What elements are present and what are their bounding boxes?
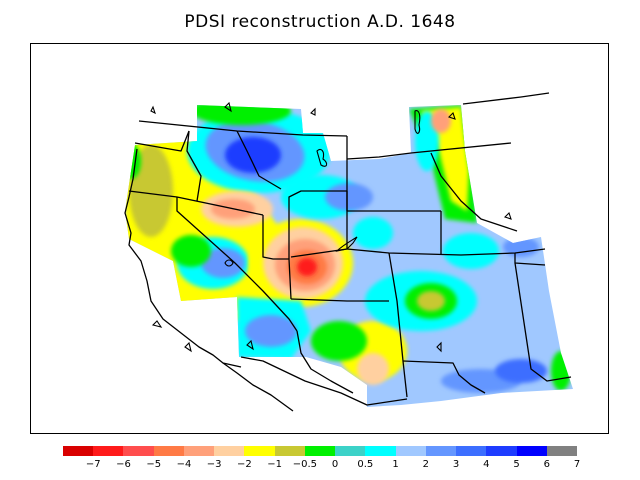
lake-3 — [447, 111, 456, 120]
coastline-california — [124, 148, 242, 368]
colorbar-cell — [335, 446, 366, 456]
colorbar-cell — [274, 446, 305, 456]
island-7 — [184, 341, 192, 353]
border-wa-or — [134, 130, 190, 152]
border-canada-west — [138, 120, 348, 137]
gulf-coast — [296, 330, 354, 394]
colorbar-cell — [516, 446, 547, 456]
flathead-lake — [316, 148, 328, 167]
colorbar-cell — [123, 446, 154, 456]
colorbar-tick-label: 4 — [483, 459, 490, 470]
baja-coast — [222, 362, 294, 412]
field-region — [125, 143, 141, 179]
border-dakotas — [430, 152, 518, 232]
colorbar-cell — [244, 446, 275, 456]
colorbar-cell — [486, 446, 517, 456]
island-2 — [224, 101, 232, 113]
colorbar — [63, 446, 577, 456]
colorbar-tick-label: 1 — [392, 459, 399, 470]
border-ca-nv — [176, 197, 298, 332]
field-region — [201, 248, 245, 278]
lake-2 — [414, 110, 421, 134]
border-mt-dakota — [346, 142, 512, 160]
field-region — [417, 291, 445, 311]
colorbar-cell — [63, 446, 94, 456]
island-6 — [436, 341, 442, 353]
island-4 — [503, 211, 512, 220]
field-region — [357, 353, 389, 385]
island-8 — [151, 320, 163, 328]
field-region — [503, 237, 539, 257]
border-mexico — [240, 356, 408, 406]
field-region — [551, 351, 571, 391]
lakes — [150, 101, 512, 353]
colorbar-cell — [214, 446, 245, 456]
field-region — [443, 233, 499, 269]
map-title: PDSI reconstruction A.D. 1648 — [184, 12, 456, 32]
field-region — [225, 137, 281, 173]
colorbar-cell — [546, 446, 577, 456]
colorbar-cell — [425, 446, 457, 456]
colorbar-labels: −7 −6 −5 −4 −3 −2 −1 −0.5 0 0.5 1 2 3 4 5 6 7 — [0, 459, 640, 473]
field-region — [245, 315, 297, 347]
border-canada-east — [462, 92, 550, 105]
colorbar-cell — [395, 446, 426, 456]
colorbar-tick-label: 0 — [331, 459, 339, 470]
field-region — [311, 321, 367, 361]
colorbar-tick-label: −2 — [237, 459, 252, 470]
border-nm-ok — [514, 262, 572, 382]
field-region — [431, 109, 451, 133]
colorbar-tick-label: 2 — [422, 459, 429, 470]
colorbar-tick-label: −1 — [267, 459, 283, 470]
colorbar-cell — [365, 446, 396, 456]
field-region — [325, 183, 373, 211]
colorbar-tick-label: 6 — [543, 459, 550, 470]
pdsi-field — [125, 105, 573, 407]
colorbar-tick-label: −0.5 — [292, 459, 318, 470]
colorbar-tick-label: −3 — [206, 459, 222, 470]
colorbar-tick-label: −5 — [146, 459, 162, 470]
island-5 — [246, 339, 254, 351]
field-region — [353, 217, 393, 249]
border-az-nm — [388, 252, 408, 398]
great-salt-lake — [335, 236, 358, 252]
colorbar-cell — [456, 446, 487, 456]
colorbar-tick-label: 3 — [452, 459, 460, 470]
lake-tahoe — [224, 259, 234, 267]
border-co-nm — [346, 248, 546, 256]
colorbar-tick-label: 7 — [573, 459, 581, 470]
colorbar-tick-label: −4 — [176, 459, 192, 470]
colorbar-tick-label: −6 — [116, 459, 131, 470]
state-borders — [124, 92, 572, 412]
border-ut-wy — [288, 190, 347, 259]
colorbar-tick-label: −7 — [85, 459, 101, 470]
colorbar-cell — [304, 446, 336, 456]
colorbar-tick-label: 0.5 — [357, 459, 374, 470]
border-id-west — [186, 130, 202, 202]
island-1 — [150, 105, 156, 115]
border-nm-tx — [402, 360, 486, 394]
field-region — [171, 235, 211, 267]
colorbar-cell — [183, 446, 215, 456]
pdsi-map — [124, 92, 573, 412]
field-region — [495, 359, 547, 383]
border-nv-ut — [262, 215, 292, 300]
field-region — [191, 105, 291, 125]
field-region — [297, 258, 317, 276]
border-az-ut — [290, 298, 389, 302]
border-id-mt — [236, 130, 282, 190]
colorbar-cell — [93, 446, 124, 456]
map-panel — [30, 43, 609, 434]
colorbar-tick-label: 5 — [513, 459, 520, 470]
colorbar-cell — [153, 446, 184, 456]
island-3 — [310, 107, 316, 116]
